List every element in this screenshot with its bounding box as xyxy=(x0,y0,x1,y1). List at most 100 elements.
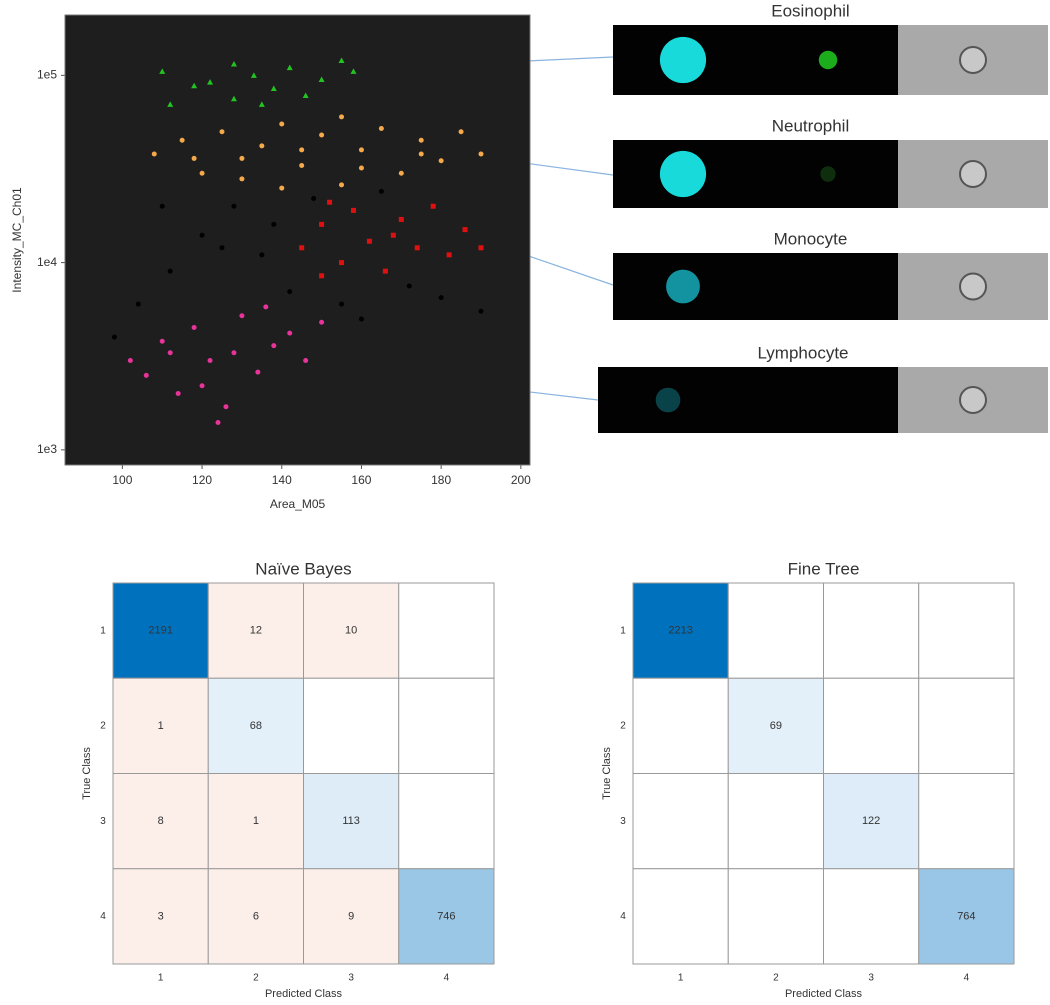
cell-outline xyxy=(959,386,987,414)
y-axis-label: True Class xyxy=(601,747,613,800)
point xyxy=(458,129,464,135)
point xyxy=(478,151,484,157)
point xyxy=(167,101,174,107)
point xyxy=(127,358,133,364)
point xyxy=(199,383,205,389)
cell-blob xyxy=(666,269,700,304)
cell-value: 10 xyxy=(345,625,357,637)
cell-image-label: Neutrophil xyxy=(772,116,850,135)
point xyxy=(135,301,141,307)
cell-image-label: Eosinophil xyxy=(771,1,849,20)
point xyxy=(418,151,424,157)
point xyxy=(255,369,261,375)
x-tick-label: 3 xyxy=(868,973,874,984)
y-axis-label: Intensity_MC_Ch01 xyxy=(10,187,24,293)
point xyxy=(159,203,165,209)
point xyxy=(239,176,245,182)
point xyxy=(430,203,436,209)
cell-blob xyxy=(659,150,707,198)
point xyxy=(259,252,265,258)
cell-value: 6 xyxy=(253,910,259,922)
x-axis-label: Predicted Class xyxy=(785,988,863,1000)
y-tick-label: 4 xyxy=(100,911,106,922)
point xyxy=(350,207,356,213)
x-axis-label: Predicted Class xyxy=(265,988,343,1000)
point xyxy=(191,155,197,161)
point xyxy=(303,358,309,364)
empty-cell xyxy=(727,773,824,870)
point xyxy=(250,72,257,78)
cell xyxy=(727,677,824,774)
y-tick-label: 1e4 xyxy=(37,255,57,269)
empty-cell xyxy=(398,773,495,870)
fluorescence-panel xyxy=(613,25,898,95)
empty-cell xyxy=(632,868,729,965)
y-tick-label: 3 xyxy=(620,816,626,827)
cell-value: 68 xyxy=(250,720,262,732)
plot-frame xyxy=(64,14,531,466)
cell-image xyxy=(613,253,1048,320)
cell-value: 3 xyxy=(158,910,164,922)
cell-value: 8 xyxy=(158,815,164,827)
empty-cell xyxy=(303,677,400,774)
x-tick-label: 1 xyxy=(678,973,684,984)
point xyxy=(215,419,221,425)
cell-outline xyxy=(959,272,987,301)
cell-value: 113 xyxy=(342,815,360,827)
point xyxy=(319,319,325,325)
y-tick-label: 1 xyxy=(620,625,626,636)
point xyxy=(230,95,237,102)
point xyxy=(302,92,309,99)
cell xyxy=(303,582,400,679)
point xyxy=(259,143,265,149)
cell-value: 746 xyxy=(437,910,455,922)
x-axis-label: Area_M05 xyxy=(270,497,326,511)
point xyxy=(319,132,325,138)
empty-cell xyxy=(823,582,920,679)
point xyxy=(327,199,333,205)
y-tick-label: 1e5 xyxy=(37,68,57,82)
point xyxy=(350,68,357,74)
point xyxy=(219,129,225,135)
point xyxy=(199,232,205,238)
fluorescence-panel xyxy=(613,253,898,320)
empty-cell xyxy=(398,582,495,679)
point xyxy=(318,76,325,83)
point xyxy=(223,404,229,410)
point xyxy=(167,350,173,356)
empty-cell xyxy=(823,677,920,774)
point xyxy=(111,334,117,340)
point xyxy=(230,60,237,67)
x-tick-label: 140 xyxy=(272,473,292,487)
point xyxy=(279,121,285,127)
plot-area xyxy=(65,15,530,465)
cell xyxy=(207,582,304,679)
point xyxy=(406,283,412,289)
point xyxy=(207,358,213,364)
point xyxy=(179,137,185,143)
cell-blob xyxy=(655,387,681,413)
empty-cell xyxy=(632,773,729,870)
point xyxy=(339,260,345,266)
cell-value: 2191 xyxy=(148,625,172,637)
cell xyxy=(207,868,304,965)
point xyxy=(299,162,305,168)
cell-outline xyxy=(959,46,987,74)
empty-cell xyxy=(632,677,729,774)
point xyxy=(339,114,345,120)
point xyxy=(398,216,404,222)
point xyxy=(207,79,214,85)
point xyxy=(159,338,165,344)
point xyxy=(462,227,468,233)
cell xyxy=(398,868,495,965)
empty-cell xyxy=(918,773,1015,870)
point xyxy=(271,221,277,227)
point xyxy=(478,245,484,251)
point xyxy=(446,252,452,258)
point xyxy=(219,245,225,251)
cell-value: 9 xyxy=(348,910,354,922)
cell-image-label: Lymphocyte xyxy=(757,343,848,362)
empty-cell xyxy=(398,677,495,774)
point xyxy=(231,350,237,356)
